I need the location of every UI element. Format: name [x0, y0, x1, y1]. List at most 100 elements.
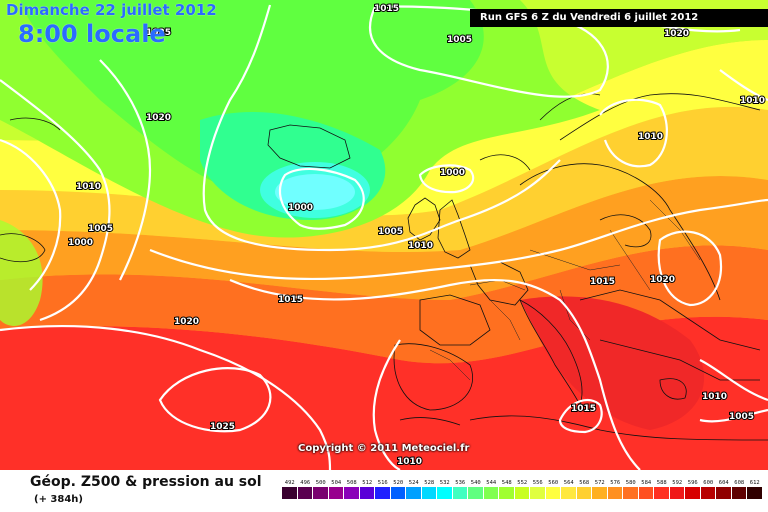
isobar-label: 1000: [68, 238, 93, 248]
scale-swatch: [545, 487, 561, 499]
scale-step: 556: [530, 479, 546, 499]
isobar-label: 1000: [440, 168, 465, 178]
scale-swatch: [406, 487, 422, 499]
scale-step: 560: [545, 479, 561, 499]
product-title: Géop. Z500 & pression au sol: [30, 474, 262, 490]
scale-value: 604: [718, 480, 729, 486]
scale-swatch: [421, 487, 437, 499]
isobar-label: 1005: [729, 412, 754, 422]
isobar-label: 1020: [146, 113, 171, 123]
scale-value: 584: [641, 480, 652, 486]
scale-swatch: [390, 487, 406, 499]
scale-swatch: [437, 487, 453, 499]
isobar-label: 1015: [590, 277, 615, 287]
scale-swatch: [623, 487, 639, 499]
scale-step: 572: [592, 479, 608, 499]
scale-value: 548: [501, 480, 512, 486]
scale-value: 600: [703, 480, 714, 486]
isobar-labels: 1015 1025 1005 1020 1020 1010 1010 1000 …: [67, 3, 766, 468]
scale-value: 512: [362, 480, 373, 486]
scale-value: 504: [331, 480, 342, 486]
scale-value: 556: [532, 480, 543, 486]
isobar-label: 1010: [638, 132, 663, 142]
scale-swatch: [328, 487, 344, 499]
forecast-time: 8:00 locale: [18, 20, 166, 48]
isobar-label: 1000: [288, 203, 313, 213]
map-canvas: 1015 1025 1005 1020 1020 1010 1010 1000 …: [0, 0, 768, 470]
isobar-label: 1020: [650, 275, 675, 285]
copyright-notice: Copyright © 2011 Meteociel.fr: [298, 443, 470, 454]
scale-value: 568: [579, 480, 590, 486]
scale-value: 544: [486, 480, 497, 486]
isobar-label: 1010: [76, 182, 101, 192]
scale-step: 520: [390, 479, 406, 499]
isobar-label: 1020: [174, 317, 199, 327]
coastlines: [0, 93, 768, 441]
scale-step: 612: [747, 479, 763, 499]
scale-value: 560: [548, 480, 559, 486]
scale-value: 588: [656, 480, 667, 486]
scale-value: 564: [563, 480, 574, 486]
isobar-label: 1010: [408, 241, 433, 251]
scale-value: 580: [625, 480, 636, 486]
scale-step: 532: [437, 479, 453, 499]
scale-value: 596: [687, 480, 698, 486]
scale-step: 548: [499, 479, 515, 499]
scale-step: 500: [313, 479, 329, 499]
scale-value: 492: [284, 480, 295, 486]
scale-value: 524: [408, 480, 419, 486]
scale-step: 604: [716, 479, 732, 499]
scale-swatch: [452, 487, 468, 499]
scale-swatch: [716, 487, 732, 499]
scale-value: 516: [377, 480, 388, 486]
scale-step: 552: [514, 479, 530, 499]
isobar-label: 1010: [740, 96, 765, 106]
scale-swatch: [592, 487, 608, 499]
isobar-label: 1025: [146, 28, 171, 38]
scale-value: 536: [455, 480, 466, 486]
scale-step: 544: [483, 479, 499, 499]
scale-value: 508: [346, 480, 357, 486]
isobar-label: 1015: [278, 295, 303, 305]
scale-value: 608: [734, 480, 745, 486]
scale-swatch: [607, 487, 623, 499]
scale-swatch: [313, 487, 329, 499]
scale-step: 608: [731, 479, 747, 499]
scale-value: 496: [300, 480, 311, 486]
lead-time: (+ 384h): [34, 494, 83, 505]
scale-step: 512: [359, 479, 375, 499]
scale-step: 528: [421, 479, 437, 499]
scale-swatch: [297, 487, 313, 499]
isobar-label: 1005: [378, 227, 403, 237]
scale-swatch: [359, 487, 375, 499]
scale-swatch: [530, 487, 546, 499]
scale-swatch: [731, 487, 747, 499]
scale-swatch: [344, 487, 360, 499]
isobar-label: 1020: [664, 29, 689, 39]
scale-step: 596: [685, 479, 701, 499]
scale-value: 520: [393, 480, 404, 486]
forecast-date: Dimanche 22 juillet 2012: [6, 1, 217, 19]
isobar-label: 1025: [210, 422, 235, 432]
scale-step: 524: [406, 479, 422, 499]
scale-value: 592: [672, 480, 683, 486]
scale-step: 588: [654, 479, 670, 499]
run-info: Run GFS 6 Z du Vendredi 6 juillet 2012: [470, 9, 768, 27]
scale-swatch: [499, 487, 515, 499]
scale-step: 536: [452, 479, 468, 499]
isobar-label: 1015: [571, 404, 596, 414]
isobar-label: 1015: [374, 4, 399, 14]
scale-swatch: [282, 487, 298, 499]
scale-step: 576: [607, 479, 623, 499]
scale-swatch: [700, 487, 716, 499]
scale-value: 576: [610, 480, 621, 486]
scale-value: 572: [594, 480, 605, 486]
scale-value: 532: [439, 480, 450, 486]
scale-step: 504: [328, 479, 344, 499]
borders: [429, 199, 701, 381]
scale-swatch: [747, 487, 763, 499]
scale-step: 540: [468, 479, 484, 499]
scale-swatch: [638, 487, 654, 499]
scale-swatch: [483, 487, 499, 499]
